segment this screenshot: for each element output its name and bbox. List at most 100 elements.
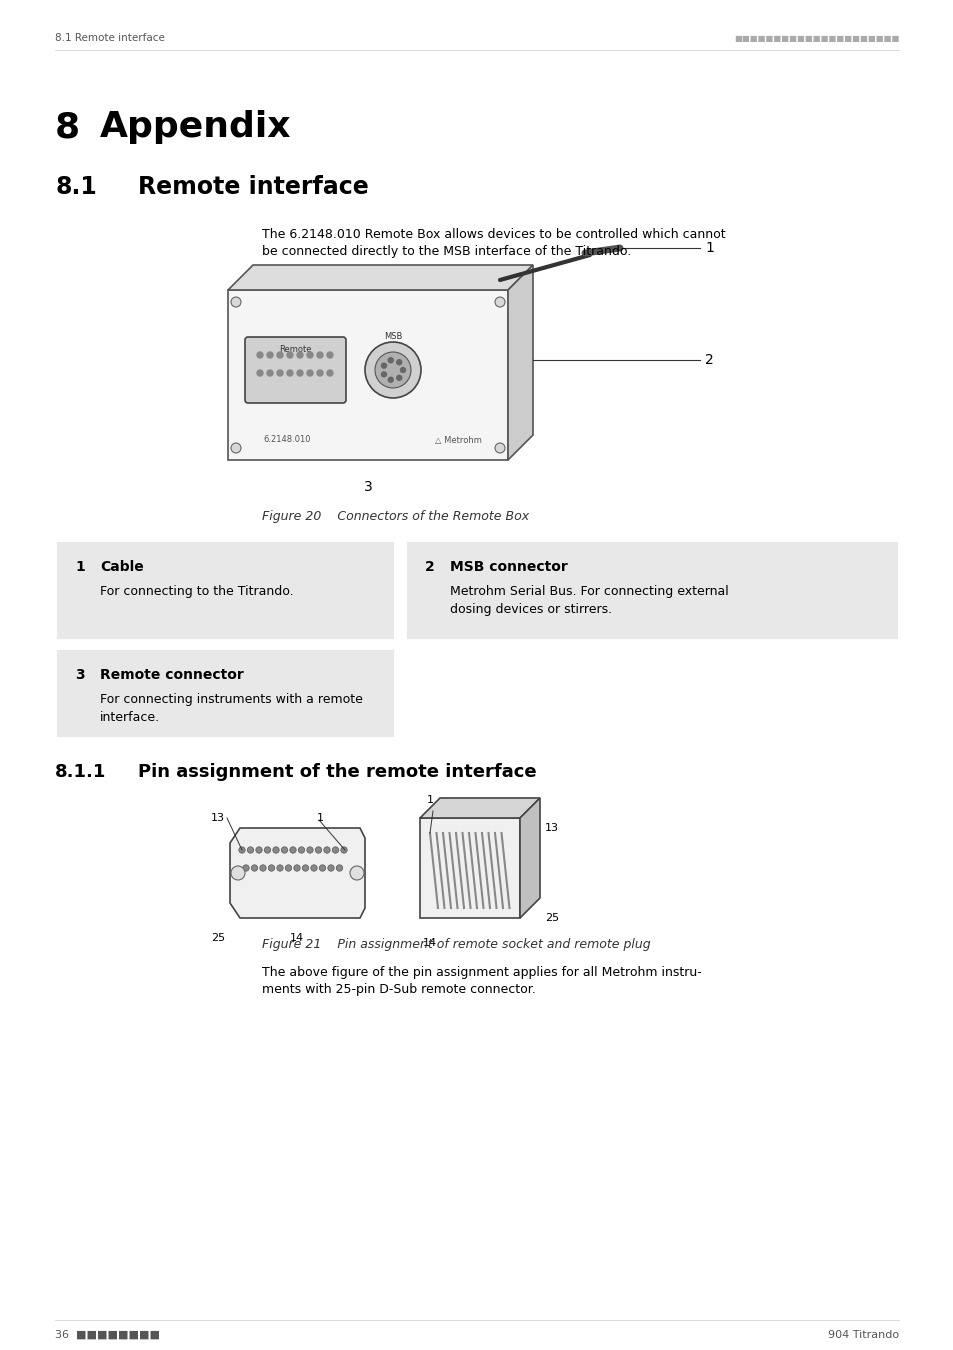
Circle shape bbox=[323, 846, 330, 853]
Circle shape bbox=[281, 846, 288, 853]
Text: 14: 14 bbox=[422, 938, 436, 948]
Text: 2: 2 bbox=[704, 352, 713, 367]
Circle shape bbox=[231, 297, 241, 306]
Circle shape bbox=[296, 370, 303, 377]
Circle shape bbox=[332, 846, 338, 853]
Text: 3: 3 bbox=[363, 481, 372, 494]
Polygon shape bbox=[228, 265, 533, 290]
Polygon shape bbox=[519, 798, 539, 918]
Circle shape bbox=[243, 865, 249, 871]
Circle shape bbox=[256, 352, 263, 358]
Circle shape bbox=[381, 371, 386, 377]
Text: 8.1.1: 8.1.1 bbox=[55, 763, 107, 782]
Circle shape bbox=[294, 865, 300, 871]
Text: 1: 1 bbox=[426, 795, 433, 805]
Polygon shape bbox=[230, 828, 365, 918]
Circle shape bbox=[256, 370, 263, 377]
Text: 14: 14 bbox=[290, 933, 304, 944]
Circle shape bbox=[259, 865, 266, 871]
Circle shape bbox=[375, 352, 411, 387]
Circle shape bbox=[319, 865, 325, 871]
Circle shape bbox=[381, 363, 386, 369]
Circle shape bbox=[307, 370, 313, 377]
Text: Remote interface: Remote interface bbox=[138, 176, 369, 198]
Circle shape bbox=[316, 352, 323, 358]
Circle shape bbox=[276, 352, 283, 358]
Circle shape bbox=[365, 342, 420, 398]
Circle shape bbox=[290, 846, 295, 853]
Circle shape bbox=[307, 352, 313, 358]
Circle shape bbox=[231, 443, 241, 454]
Circle shape bbox=[400, 367, 405, 373]
Circle shape bbox=[396, 375, 401, 381]
Text: dosing devices or stirrers.: dosing devices or stirrers. bbox=[450, 603, 612, 616]
Text: 1: 1 bbox=[316, 813, 324, 823]
Polygon shape bbox=[419, 798, 539, 818]
Circle shape bbox=[267, 370, 273, 377]
Text: For connecting instruments with a remote: For connecting instruments with a remote bbox=[100, 693, 362, 706]
Text: Figure 21    Pin assignment of remote socket and remote plug: Figure 21 Pin assignment of remote socke… bbox=[262, 938, 650, 950]
Circle shape bbox=[276, 370, 283, 377]
Circle shape bbox=[268, 865, 274, 871]
Text: 25: 25 bbox=[211, 933, 225, 944]
Text: MSB: MSB bbox=[383, 332, 402, 342]
Circle shape bbox=[273, 846, 279, 853]
Circle shape bbox=[267, 352, 273, 358]
Circle shape bbox=[247, 846, 253, 853]
Circle shape bbox=[316, 370, 323, 377]
Circle shape bbox=[495, 297, 504, 306]
Circle shape bbox=[327, 352, 333, 358]
Text: 2: 2 bbox=[424, 560, 435, 574]
Text: Remote connector: Remote connector bbox=[100, 668, 244, 682]
Circle shape bbox=[315, 846, 321, 853]
Polygon shape bbox=[228, 290, 507, 460]
Text: 6.2148.010: 6.2148.010 bbox=[263, 436, 310, 444]
Circle shape bbox=[396, 359, 401, 364]
Text: 36  ■■■■■■■■: 36 ■■■■■■■■ bbox=[55, 1330, 160, 1341]
Text: For connecting to the Titrando.: For connecting to the Titrando. bbox=[100, 585, 294, 598]
Text: 8.1: 8.1 bbox=[55, 176, 96, 198]
FancyBboxPatch shape bbox=[55, 648, 395, 738]
Text: 13: 13 bbox=[211, 813, 225, 823]
Text: 1: 1 bbox=[704, 242, 713, 255]
Text: interface.: interface. bbox=[100, 711, 160, 724]
Text: be connected directly to the MSB interface of the Titrando.: be connected directly to the MSB interfa… bbox=[262, 244, 631, 258]
Text: 13: 13 bbox=[544, 824, 558, 833]
Text: The above figure of the pin assignment applies for all Metrohm instru-: The above figure of the pin assignment a… bbox=[262, 967, 701, 979]
Circle shape bbox=[302, 865, 309, 871]
Text: MSB connector: MSB connector bbox=[450, 560, 567, 574]
Circle shape bbox=[251, 865, 257, 871]
Circle shape bbox=[388, 358, 393, 363]
Text: 8: 8 bbox=[55, 109, 80, 144]
Circle shape bbox=[328, 865, 334, 871]
Circle shape bbox=[327, 370, 333, 377]
Text: △ Metrohm: △ Metrohm bbox=[435, 436, 481, 444]
Text: The 6.2148.010 Remote Box allows devices to be controlled which cannot: The 6.2148.010 Remote Box allows devices… bbox=[262, 228, 725, 242]
Polygon shape bbox=[507, 265, 533, 460]
Circle shape bbox=[388, 377, 393, 382]
Circle shape bbox=[298, 846, 304, 853]
Circle shape bbox=[495, 443, 504, 454]
Text: Cable: Cable bbox=[100, 560, 144, 574]
Text: 8.1 Remote interface: 8.1 Remote interface bbox=[55, 32, 165, 43]
Circle shape bbox=[276, 865, 283, 871]
Circle shape bbox=[307, 846, 313, 853]
Polygon shape bbox=[419, 818, 519, 918]
Text: Metrohm Serial Bus. For connecting external: Metrohm Serial Bus. For connecting exter… bbox=[450, 585, 728, 598]
Text: 1: 1 bbox=[75, 560, 85, 574]
Circle shape bbox=[287, 352, 293, 358]
Text: 3: 3 bbox=[75, 668, 85, 682]
Text: 25: 25 bbox=[544, 913, 558, 923]
Circle shape bbox=[350, 865, 364, 880]
FancyBboxPatch shape bbox=[405, 540, 898, 640]
Circle shape bbox=[336, 865, 342, 871]
Text: 904 Titrando: 904 Titrando bbox=[827, 1330, 898, 1341]
FancyBboxPatch shape bbox=[245, 338, 346, 404]
Circle shape bbox=[231, 865, 245, 880]
Circle shape bbox=[287, 370, 293, 377]
Text: ■■■■■■■■■■■■■■■■■■■■■: ■■■■■■■■■■■■■■■■■■■■■ bbox=[734, 34, 899, 42]
FancyBboxPatch shape bbox=[55, 540, 395, 640]
Circle shape bbox=[264, 846, 271, 853]
Circle shape bbox=[296, 352, 303, 358]
Text: Pin assignment of the remote interface: Pin assignment of the remote interface bbox=[138, 763, 536, 782]
